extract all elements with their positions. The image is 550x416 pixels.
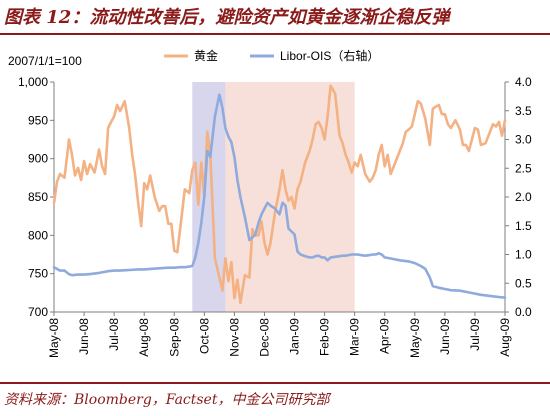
title-rule [0, 33, 550, 35]
right-tick-label: 3.0 [515, 133, 532, 147]
x-tick-label: Jul-08 [107, 318, 121, 351]
left-tick-label: 950 [28, 113, 48, 127]
x-tick-label: Mar-09 [348, 318, 362, 356]
legend-label-1: 黄金 [194, 48, 218, 63]
line-chart: 700 750 800 850 900 950 1,000 0.0 0.5 1.0 1.5 2.0 2.… [8, 48, 532, 358]
x-tick-label: Jul-09 [468, 318, 482, 351]
right-tick-label: 3.5 [515, 104, 532, 118]
x-tick-label: Oct-08 [197, 318, 211, 354]
right-tick-label: 1.0 [515, 248, 532, 262]
x-tick-label: May-08 [47, 318, 61, 358]
x-tick-label: May-09 [408, 318, 422, 358]
right-tick-label: 4.0 [515, 75, 532, 89]
series-lines [52, 84, 507, 305]
left-tick-label: 900 [28, 152, 48, 166]
legend-label-2: Libor-OIS（右轴） [280, 48, 379, 63]
right-tick-label: 0.0 [515, 305, 532, 319]
left-tick-label: 800 [28, 228, 48, 242]
right-tick-label: 1.5 [515, 219, 532, 233]
series-line-1 [52, 84, 507, 305]
axes: 700 750 800 850 900 950 1,000 0.0 0.5 1.0 1.5 2.0 2.… [18, 75, 532, 358]
left-tick-label: 700 [28, 305, 48, 319]
source-note: 资料来源：Bloomberg，Factset，中金公司研究部 [4, 392, 330, 408]
x-tick-label: Sep-08 [167, 318, 181, 357]
source-rule [0, 382, 550, 384]
x-tick-label: Nov-08 [227, 318, 241, 357]
right-tick-label: 0.5 [515, 276, 532, 290]
series-line-2 [52, 93, 507, 299]
x-tick-label: Dec-08 [257, 318, 271, 357]
x-tick-label: Aug-08 [137, 318, 151, 357]
x-tick-label: Jan-09 [288, 318, 302, 355]
shaded-regions [192, 82, 355, 312]
index-note: 2007/1/1=100 [8, 54, 82, 68]
x-tick-label: Jun-08 [77, 318, 91, 355]
x-tick-label: Aug-09 [498, 318, 512, 357]
right-tick-label: 2.5 [515, 161, 532, 175]
x-tick-label: Feb-09 [318, 318, 332, 356]
x-tick-label: Apr-09 [378, 318, 392, 354]
left-tick-label: 1,000 [18, 75, 48, 89]
legend: 黄金 Libor-OIS（右轴） [164, 48, 379, 63]
x-tick-label: Jun-09 [438, 318, 452, 355]
left-tick-label: 750 [28, 267, 48, 281]
right-tick-label: 2.0 [515, 190, 532, 204]
left-tick-label: 850 [28, 190, 48, 204]
figure-title: 图表 12：流动性改善后，避险资产如黄金逐渐企稳反弹 [4, 7, 450, 28]
